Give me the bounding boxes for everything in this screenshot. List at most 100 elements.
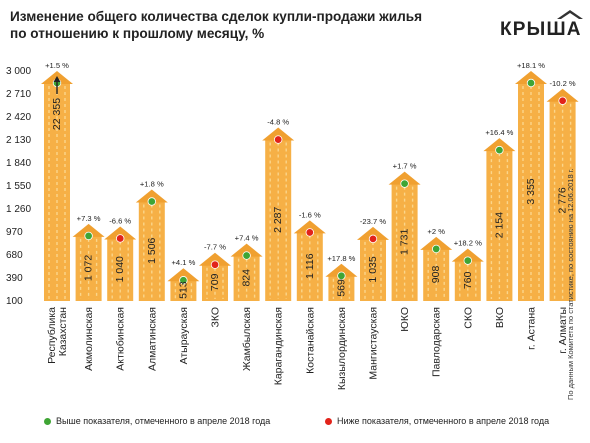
change-label: -1.6 % [299, 210, 321, 219]
value-label: 1 731 [399, 229, 411, 255]
category-label: Мангистауская [368, 307, 380, 380]
bar-roof [451, 248, 484, 262]
value-label: 513 [177, 281, 189, 299]
category-label: Казахстан [57, 307, 69, 356]
legend-below: Ниже показателя, отмеченного в апреле 20… [325, 416, 549, 426]
y-tick-label: 100 [6, 296, 23, 307]
change-label: +17.8 % [327, 254, 355, 263]
value-label: 908 [430, 266, 442, 284]
source-note: По данным Комитета по статистике, по сос… [566, 70, 578, 400]
status-dot [147, 197, 156, 206]
value-label: 569 [335, 279, 347, 297]
category-label: ЮКО [399, 307, 411, 332]
legend-above: Выше показателя, отмеченного в апреле 20… [44, 416, 270, 426]
bar-roof [262, 127, 295, 141]
value-label: 1 040 [114, 256, 126, 282]
y-tick-label: 3 000 [6, 66, 31, 77]
legend-below-dot [325, 418, 332, 425]
change-label: +4.1 % [171, 258, 195, 267]
change-label: -7.7 % [204, 243, 226, 252]
bar-roof [135, 189, 168, 203]
value-label: 2 287 [272, 206, 284, 232]
change-label: -10.2 % [550, 79, 576, 88]
bar-roof [72, 223, 105, 237]
status-dot [526, 78, 536, 88]
status-dot [242, 251, 251, 260]
value-label: 2 776 [557, 187, 569, 213]
chart-title: Изменение общего количества сделок купли… [10, 8, 480, 42]
change-label: +1.5 % [45, 61, 69, 70]
change-label: +1.7 % [393, 162, 417, 171]
category-label: ЗКО [210, 307, 222, 328]
y-tick-label: 1 550 [6, 181, 31, 192]
change-label: +1.8 % [140, 179, 164, 188]
bar-roof [420, 236, 453, 250]
value-label: 3 355 [525, 178, 537, 204]
category-label: Кызылординская [336, 307, 348, 390]
change-label: -23.7 % [360, 217, 386, 226]
bar-roof [357, 226, 389, 240]
status-dot [368, 234, 378, 244]
krysha-logo: КРЫША [500, 8, 586, 42]
category-label: Атырауская [178, 307, 190, 364]
status-dot [84, 231, 93, 241]
category-label: СКО [462, 307, 474, 329]
y-tick-label: 1 840 [6, 158, 31, 169]
status-dot [274, 135, 283, 144]
value-label: 2 154 [493, 212, 505, 238]
category-label: г. Астана [526, 307, 538, 350]
category-label: Алматинская [146, 307, 158, 371]
status-dot [558, 96, 567, 105]
overflow-arrow-head [53, 76, 61, 82]
bar-roof [230, 243, 263, 257]
y-tick-label: 970 [6, 227, 23, 238]
status-dot [495, 145, 504, 155]
y-tick-label: 680 [6, 250, 23, 261]
y-tick-label: 2 420 [6, 112, 31, 123]
category-label: Костанайская [304, 307, 316, 374]
change-label: +7.3 % [77, 214, 101, 223]
title-line-1: Изменение общего количества сделок купли… [10, 9, 423, 24]
status-dot [400, 179, 409, 188]
category-label: Карагандинская [273, 307, 285, 385]
value-label: 1 506 [146, 237, 158, 263]
status-dot [463, 256, 472, 265]
bar-roof [167, 268, 200, 282]
change-label: -4.8 % [267, 118, 289, 127]
category-label: Акмолинская [83, 307, 95, 371]
bar-roof [104, 226, 137, 240]
category-label: ВКО [494, 307, 506, 328]
value-label: 1 072 [83, 255, 95, 281]
y-tick-label: 390 [6, 273, 23, 284]
bar-roof [199, 252, 231, 266]
value-label: 1 116 [304, 253, 316, 279]
y-tick-label: 1 260 [6, 204, 31, 215]
bar-roof [483, 138, 516, 152]
bar-roof [546, 88, 579, 102]
legend-above-label: Выше показателя, отмеченного в апреле 20… [56, 416, 271, 426]
change-label: +2 % [427, 227, 445, 236]
change-label: -6.6 % [109, 216, 131, 225]
legend-below-label: Ниже показателя, отмеченного в апреле 20… [337, 416, 550, 426]
status-dot [179, 276, 188, 285]
change-label: +18.1 % [517, 61, 545, 70]
change-label: +16.4 % [485, 128, 513, 137]
category-label: Жамбылская [241, 307, 253, 371]
title-line-2: по отношению к прошлому месяцу, % [10, 26, 265, 41]
bar [265, 138, 292, 301]
y-tick-label: 2 710 [6, 89, 31, 100]
y-tick-label: 2 130 [6, 135, 31, 146]
status-dot [337, 271, 346, 281]
category-label: г. Алматы [557, 307, 569, 354]
status-dot [432, 244, 441, 254]
bar-roof [515, 71, 547, 84]
bar-roof [388, 171, 421, 185]
bar-roof [325, 263, 358, 277]
value-label: 22 355 [51, 98, 63, 130]
status-dot [305, 228, 314, 237]
roof-icon [557, 10, 583, 19]
logo-text: КРЫША [500, 19, 582, 40]
bar-roof [293, 220, 326, 234]
change-label: +7.4 % [235, 234, 259, 243]
value-label: 760 [462, 271, 474, 289]
